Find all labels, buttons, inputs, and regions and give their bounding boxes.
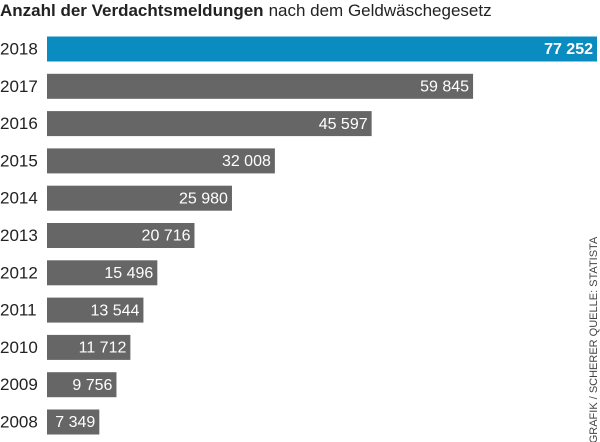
- category-label: 2017: [0, 77, 38, 96]
- value-label: 13 544: [90, 302, 139, 319]
- bar: [47, 73, 474, 99]
- bar: [47, 223, 195, 248]
- bar: [47, 148, 275, 174]
- bar: [47, 260, 158, 286]
- bar: [47, 185, 232, 211]
- category-label: 2009: [0, 375, 38, 394]
- value-label: 7 349: [55, 414, 95, 431]
- bar: [47, 36, 597, 62]
- value-label: 32 008: [222, 153, 271, 170]
- chart-heading: Anzahl der Verdachtsmeldungen nach dem Ge…: [0, 1, 492, 20]
- category-label: 2011: [0, 301, 37, 320]
- category-label: 2013: [0, 226, 38, 245]
- category-label: 2012: [0, 263, 38, 282]
- value-label: 25 980: [179, 190, 228, 207]
- bar: [47, 409, 100, 435]
- value-label: 11 712: [79, 340, 127, 357]
- value-label: 77 252: [544, 41, 593, 58]
- source-note: GRAFIK / SCHERER QUELLE: STATISTA: [588, 236, 600, 442]
- category-label: 2018: [0, 39, 38, 58]
- category-label: 2016: [0, 114, 38, 133]
- value-label: 9 756: [72, 377, 112, 394]
- bar: [47, 372, 117, 398]
- value-label: 20 716: [142, 228, 191, 245]
- chart-title: Anzahl der Verdachtsmeldungen: [0, 1, 264, 20]
- bar: [47, 334, 131, 360]
- value-label: 15 496: [104, 265, 153, 282]
- value-label: 45 597: [319, 116, 368, 133]
- category-label: 2008: [0, 412, 38, 431]
- chart-subtitle: nach dem Geldwäschegesetz: [269, 1, 492, 20]
- category-label: 2010: [0, 338, 38, 357]
- category-label: 2014: [0, 189, 38, 208]
- category-label: 2015: [0, 151, 38, 170]
- value-label: 59 845: [420, 79, 469, 96]
- bar: [47, 111, 372, 137]
- bar: [47, 297, 144, 323]
